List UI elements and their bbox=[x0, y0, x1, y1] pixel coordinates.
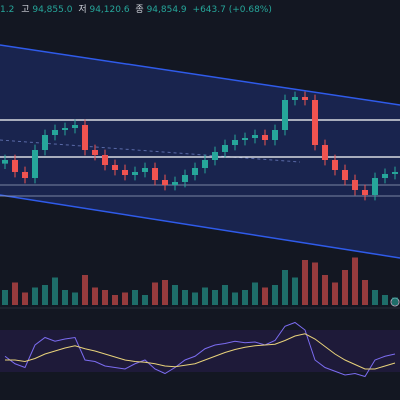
channel-upper bbox=[0, 44, 400, 106]
volume-bar bbox=[102, 290, 108, 305]
candle-body bbox=[62, 128, 68, 130]
volume-bar bbox=[392, 297, 398, 305]
series-layer bbox=[2, 91, 398, 378]
candle-body bbox=[342, 170, 348, 180]
header-label: 저 bbox=[78, 4, 86, 15]
candle-body bbox=[122, 170, 128, 175]
candle-body bbox=[182, 175, 188, 182]
volume-bar bbox=[182, 290, 188, 305]
volume-bar bbox=[32, 287, 38, 305]
volume-bar bbox=[112, 295, 118, 305]
candle-body bbox=[112, 165, 118, 170]
candle-body bbox=[102, 155, 108, 165]
volume-bar bbox=[222, 285, 228, 305]
volume-bar bbox=[382, 295, 388, 305]
volume-bar bbox=[22, 292, 28, 305]
volume-bar bbox=[82, 275, 88, 305]
volume-bar bbox=[122, 292, 128, 305]
volume-bar bbox=[42, 285, 48, 305]
candle-body bbox=[92, 150, 98, 155]
header-change: +643.7 (+0.68%) bbox=[193, 5, 272, 15]
volume-bar bbox=[372, 290, 378, 305]
header-value: 94,120.6 bbox=[89, 5, 129, 15]
volume-bar bbox=[272, 285, 278, 305]
volume-bar bbox=[282, 270, 288, 305]
candle-body bbox=[252, 135, 258, 139]
candle-body bbox=[12, 160, 18, 172]
candle-body bbox=[192, 168, 198, 175]
volume-bar bbox=[352, 257, 358, 305]
candle-body bbox=[312, 100, 318, 145]
volume-bar bbox=[62, 290, 68, 305]
header-value: 94,855.0 bbox=[32, 5, 72, 15]
volume-bar bbox=[232, 292, 238, 305]
volume-bar bbox=[302, 260, 308, 305]
volume-bar bbox=[142, 295, 148, 305]
candle-body bbox=[352, 180, 358, 190]
candle-body bbox=[242, 138, 248, 140]
candle-body bbox=[32, 150, 38, 179]
candle-body bbox=[42, 135, 48, 150]
candle-body bbox=[132, 171, 138, 175]
candle-body bbox=[212, 151, 218, 160]
volume-bar bbox=[342, 270, 348, 305]
candle-body bbox=[82, 125, 88, 150]
volume-bar bbox=[202, 287, 208, 305]
candle-body bbox=[322, 145, 328, 160]
candle-body bbox=[272, 130, 278, 140]
candle-body bbox=[152, 168, 158, 180]
signal-line bbox=[5, 333, 396, 370]
oscillator-line bbox=[4, 321, 396, 378]
volume-bar bbox=[322, 275, 328, 305]
volume-bar bbox=[212, 290, 218, 305]
volume-bar bbox=[2, 290, 8, 305]
candle-body bbox=[332, 160, 338, 170]
header-fragment: 1.2 bbox=[0, 5, 14, 15]
candle-body bbox=[52, 130, 58, 135]
oscillator-band bbox=[0, 330, 400, 372]
candle-body bbox=[222, 145, 228, 152]
volume-bar bbox=[312, 262, 318, 305]
header-label: 고 bbox=[21, 5, 29, 15]
candle-body bbox=[202, 160, 208, 169]
volume-bar bbox=[292, 277, 298, 305]
volume-bar bbox=[92, 287, 98, 305]
candle-body bbox=[142, 168, 148, 172]
candle-body bbox=[22, 171, 28, 179]
candle-body bbox=[2, 160, 8, 164]
candle-body bbox=[72, 125, 78, 129]
candle-body bbox=[372, 178, 378, 195]
volume-bar bbox=[172, 285, 178, 305]
volume-bar bbox=[12, 282, 18, 305]
volume-bar bbox=[162, 280, 168, 305]
candle-body bbox=[382, 173, 388, 179]
header: 1.2 고 94,855.0 저 94,120.6 종 94,854.9 +64… bbox=[0, 4, 272, 15]
volume-bar bbox=[52, 277, 58, 305]
candle-body bbox=[232, 140, 238, 145]
trend-dashed bbox=[0, 139, 301, 163]
channel-fill bbox=[0, 45, 400, 258]
volume-bar bbox=[152, 282, 158, 305]
candle-body bbox=[282, 100, 288, 130]
volume-bar bbox=[242, 290, 248, 305]
candle-body bbox=[262, 135, 268, 140]
candle-body bbox=[302, 96, 308, 100]
volume-bar bbox=[362, 280, 368, 305]
header-label: 종 bbox=[135, 4, 143, 15]
header-value: 94,854.9 bbox=[147, 5, 187, 15]
candle-body bbox=[162, 180, 168, 185]
volume-bar bbox=[72, 292, 78, 305]
channel-lower bbox=[0, 194, 400, 259]
candle-body bbox=[392, 171, 398, 174]
volume-bar bbox=[132, 290, 138, 305]
volume-bar bbox=[262, 287, 268, 305]
volume-bar bbox=[192, 292, 198, 305]
volume-bar bbox=[332, 282, 338, 305]
volume-bar bbox=[252, 282, 258, 305]
candle-body bbox=[172, 181, 178, 185]
candle-body bbox=[292, 96, 298, 100]
candle-body bbox=[362, 190, 368, 195]
